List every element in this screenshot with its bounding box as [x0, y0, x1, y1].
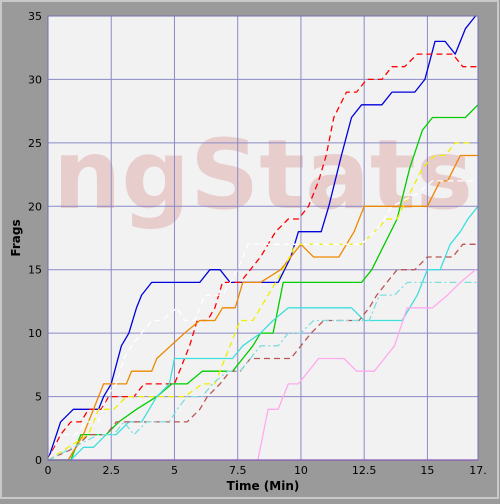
x-tick-label: 10 — [294, 464, 308, 477]
y-axis-label: Frags — [9, 219, 23, 256]
x-tick-label: 0 — [45, 464, 52, 477]
x-tick-label: 5 — [171, 464, 178, 477]
series-line-8 — [47, 243, 478, 461]
series-group — [47, 15, 479, 461]
y-tick-label: 25 — [28, 137, 42, 150]
y-tick-label: 10 — [28, 327, 42, 340]
series-line-5 — [47, 142, 473, 461]
y-tick-label: 20 — [28, 200, 42, 213]
x-axis-label: Time (Min) — [227, 479, 300, 493]
plot-border — [47, 15, 479, 461]
series-line-6 — [47, 180, 476, 461]
x-tick-label: 17. — [469, 464, 487, 477]
watermark-text: ngStats — [53, 119, 473, 231]
x-tick-label: 12.5 — [352, 464, 377, 477]
y-tick-label: 5 — [35, 391, 42, 404]
series-line-9 — [47, 281, 478, 461]
plot-area — [48, 16, 478, 460]
series-line-4 — [48, 154, 478, 461]
y-tick-label: 0 — [35, 454, 42, 467]
series-line-10 — [257, 269, 476, 461]
x-tick-label: 2.5 — [102, 464, 120, 477]
series-line-2 — [47, 53, 478, 461]
series-line-1 — [47, 15, 477, 461]
y-tick-label: 35 — [28, 10, 42, 23]
series-line-3 — [48, 104, 479, 461]
y-tick-label: 30 — [28, 73, 42, 86]
y-tick-label: 15 — [28, 264, 42, 277]
series-line-7 — [48, 205, 479, 461]
x-tick-label: 15 — [420, 464, 434, 477]
x-tick-label: 7.5 — [229, 464, 247, 477]
axes: 0 2.5 5 7.5 10 12.5 15 17. 0 5 10 15 20 25 30 35 — [28, 10, 487, 477]
